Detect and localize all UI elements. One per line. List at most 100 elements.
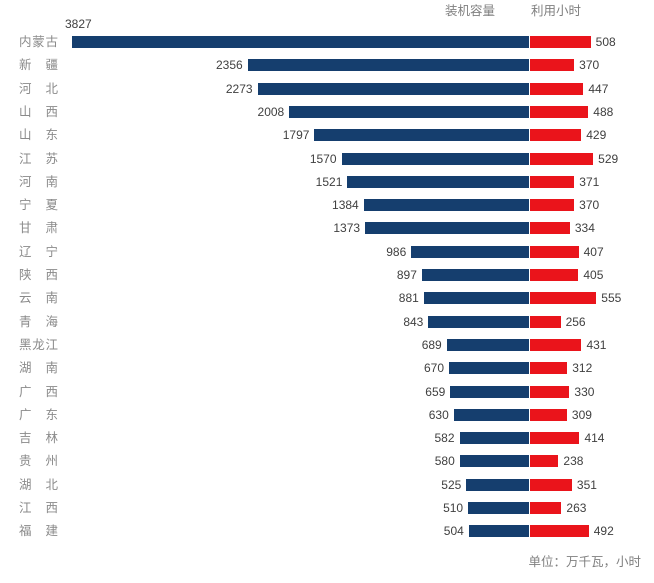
- province-label: 宁夏: [19, 198, 58, 213]
- hours-bar: [530, 478, 572, 491]
- capacity-bar: [466, 478, 529, 491]
- capacity-value-label: 1384: [332, 198, 359, 213]
- hours-bar: [530, 152, 594, 165]
- province-label: 云南: [19, 291, 58, 306]
- capacity-bar: [341, 152, 529, 165]
- hours-value-label: 330: [574, 384, 595, 399]
- capacity-bar: [257, 82, 529, 95]
- capacity-value-label: 2008: [257, 104, 285, 119]
- capacity-value-label: 881: [398, 291, 419, 306]
- province-label: 湖北: [19, 477, 58, 492]
- capacity-bar: [453, 408, 529, 421]
- province-label: 江西: [19, 501, 58, 515]
- hours-bar: [530, 105, 589, 118]
- hours-value-label: 256: [565, 314, 586, 329]
- capacity-bar: [450, 385, 529, 398]
- capacity-value-label: 1373: [333, 221, 361, 236]
- capacity-bar: [468, 502, 529, 514]
- capacity-bar: [411, 245, 529, 258]
- province-label: 福建: [19, 524, 58, 539]
- capacity-value-label: 670: [423, 361, 444, 376]
- hours-value-label: 351: [576, 477, 597, 492]
- hours-value-label: 238: [563, 454, 584, 469]
- province-label: 贵州: [19, 454, 58, 469]
- hours-value-label: 370: [579, 198, 600, 213]
- hours-bar: [530, 199, 575, 212]
- capacity-bar: [247, 59, 529, 72]
- capacity-value-label: 3827: [65, 17, 92, 31]
- hours-bar: [530, 315, 561, 328]
- unit-note: 单位：万千瓦，小时: [528, 555, 641, 569]
- hours-bar: [530, 432, 580, 445]
- hours-bar: [530, 82, 584, 95]
- capacity-bar: [423, 292, 529, 305]
- capacity-value-label: 986: [386, 244, 407, 259]
- hours-bar: [530, 269, 579, 281]
- province-label: 陕西: [19, 268, 58, 282]
- hours-bar: [530, 455, 559, 468]
- province-label: 青海: [19, 314, 58, 329]
- hours-value-label: 429: [586, 128, 607, 143]
- hours-bar: [530, 338, 582, 351]
- capacity-bar: [446, 338, 529, 351]
- capacity-value-label: 504: [443, 524, 464, 539]
- hours-value-label: 414: [584, 431, 605, 446]
- hours-value-label: 371: [579, 174, 600, 189]
- hours-value-label: 309: [571, 407, 592, 422]
- hours-value-label: 263: [566, 501, 587, 515]
- capacity-value-label: 1797: [282, 128, 310, 143]
- hours-value-label: 488: [593, 104, 614, 119]
- hours-bar: [530, 292, 597, 305]
- capacity-value-label: 2356: [215, 58, 243, 73]
- capacity-bar: [347, 175, 529, 188]
- hours-value-label: 312: [572, 361, 593, 376]
- capacity-value-label: 843: [403, 314, 424, 329]
- province-label: 湖南: [19, 361, 58, 376]
- capacity-bar: [468, 525, 529, 538]
- province-label: 山西: [19, 104, 58, 119]
- hours-bar: [530, 175, 575, 188]
- province-label: 山东: [19, 128, 58, 143]
- capacity-value-label: 689: [421, 337, 442, 352]
- legend-hours-label: 利用小时: [531, 4, 582, 18]
- capacity-value-label: 582: [434, 431, 455, 446]
- capacity-bar: [289, 105, 529, 118]
- capacity-value-label: 1521: [315, 174, 343, 189]
- capacity-value-label: 1570: [309, 151, 337, 166]
- capacity-bar: [363, 199, 529, 212]
- hours-bar: [530, 129, 582, 142]
- capacity-value-label: 897: [396, 268, 417, 282]
- capacity-value-label: 580: [434, 454, 455, 469]
- legend-capacity-label: 装机容量: [445, 4, 496, 18]
- capacity-bar: [459, 432, 529, 445]
- province-label: 江苏: [19, 151, 58, 166]
- province-label: 黑龙江: [19, 337, 58, 352]
- hours-value-label: 555: [601, 291, 622, 306]
- province-label: 广西: [19, 384, 58, 399]
- hours-bar: [530, 408, 567, 421]
- hours-bar: [530, 36, 591, 48]
- hours-value-label: 334: [574, 221, 595, 236]
- hours-value-label: 492: [593, 524, 614, 539]
- capacity-bar: [72, 36, 529, 48]
- capacity-bar: [421, 269, 529, 281]
- hours-value-label: 431: [586, 337, 607, 352]
- hours-bar: [530, 245, 579, 258]
- hours-bar: [530, 362, 568, 375]
- capacity-value-label: 2273: [225, 81, 253, 96]
- hours-bar: [530, 502, 562, 514]
- hours-bar: [530, 525, 589, 538]
- province-label: 吉林: [19, 431, 58, 446]
- capacity-value-label: 630: [428, 407, 449, 422]
- province-label: 河南: [19, 174, 58, 189]
- capacity-value-label: 510: [443, 501, 464, 515]
- province-label: 辽宁: [19, 244, 58, 259]
- capacity-bar: [459, 455, 529, 468]
- capacity-bar: [365, 222, 529, 235]
- province-label: 内蒙古: [19, 35, 58, 49]
- hours-bar: [530, 222, 570, 235]
- hours-bar: [530, 385, 570, 398]
- hours-value-label: 405: [583, 268, 604, 282]
- province-label: 新疆: [19, 58, 58, 73]
